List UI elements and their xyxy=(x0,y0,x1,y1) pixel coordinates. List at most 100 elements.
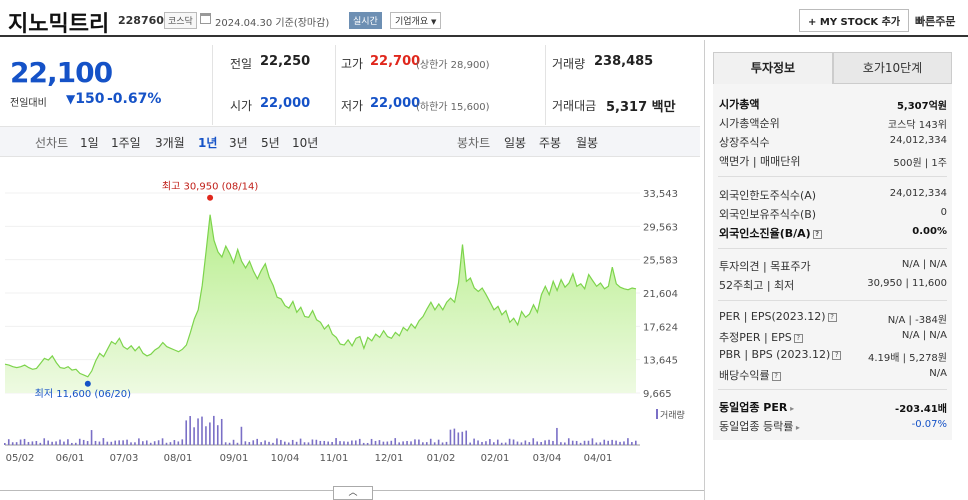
volume-bar xyxy=(78,438,81,445)
y-tick-label: 21,604 xyxy=(643,289,678,300)
volume-bar xyxy=(11,442,14,445)
volume-value: 238,485 xyxy=(594,54,654,69)
info-section-divider xyxy=(718,248,947,249)
candle-monthly[interactable]: 월봉 xyxy=(576,136,599,150)
help-icon[interactable]: ? xyxy=(812,229,822,239)
low-label: 저가 xyxy=(341,99,364,113)
info-row-label: 투자의견 | 목표주가 xyxy=(719,258,811,274)
volume-bar xyxy=(575,440,578,445)
candle-daily[interactable]: 일봉 xyxy=(504,136,527,150)
tab-invest-info[interactable]: 투자정보 xyxy=(713,52,833,84)
volume-bar xyxy=(23,438,26,445)
info-row-label-text: 52주최고 | 최저 xyxy=(719,279,795,292)
x-tick-label: 11/01 xyxy=(320,453,349,464)
volume-bar xyxy=(27,441,30,445)
tab-hoga-10[interactable]: 호가10단계 xyxy=(833,52,952,84)
volume-bar xyxy=(493,442,495,445)
volume-bar xyxy=(193,427,195,445)
volume-bar xyxy=(114,440,117,445)
volume-bar xyxy=(390,440,393,445)
period-3y[interactable]: 3년 xyxy=(229,136,248,150)
volume-bar xyxy=(55,441,57,445)
volume-bar xyxy=(358,438,361,445)
volume-bar xyxy=(441,442,444,445)
volume-bar xyxy=(232,439,235,445)
arrow-right-icon[interactable]: ▸ xyxy=(793,423,800,432)
volume-bar xyxy=(354,440,357,445)
help-icon[interactable]: ? xyxy=(827,312,837,322)
volume-bar xyxy=(524,440,527,445)
help-icon[interactable]: ? xyxy=(793,333,803,343)
volume-bar xyxy=(516,441,519,445)
volume-bar xyxy=(323,440,326,445)
volume-bar xyxy=(315,439,318,445)
stock-name: 지노믹트리 xyxy=(8,12,110,37)
info-row-label-text: 액면가 | 매매단위 xyxy=(719,155,801,168)
volume-label: 거래량 xyxy=(552,57,586,71)
volume-bar xyxy=(481,441,483,445)
volume-bar xyxy=(477,440,479,445)
volume-bar xyxy=(130,442,132,445)
info-row-label: 동일업종 등락률 ▸ xyxy=(719,418,800,434)
price-chart[interactable]: 33,543 29,563 25,583 21,604 17,624 13,645 9,66… xyxy=(0,160,704,485)
volume-bar xyxy=(560,442,562,445)
volume-bar xyxy=(35,441,38,445)
volume-bar xyxy=(343,441,345,445)
period-1y[interactable]: 1년 xyxy=(198,136,218,150)
info-row-label: 시가총액순위 xyxy=(719,115,780,131)
volume-bar xyxy=(138,438,140,445)
info-row-value: 코스닥 143위 xyxy=(887,120,947,131)
x-tick-label: 12/01 xyxy=(375,453,404,464)
volume-bar xyxy=(177,441,180,445)
mystock-add-button[interactable]: + MY STOCK 추가 xyxy=(799,9,910,32)
volume-bar xyxy=(571,440,574,445)
period-3m[interactable]: 3개월 xyxy=(155,136,185,150)
volume-bar xyxy=(134,442,136,445)
volume-bar xyxy=(429,438,432,445)
change-amount: 150 xyxy=(75,91,105,107)
volume-bar xyxy=(224,442,227,445)
volume-bar xyxy=(201,416,203,445)
volume-bar xyxy=(118,440,120,445)
volume-bar xyxy=(418,439,420,445)
volume-bar xyxy=(82,439,85,445)
period-10y[interactable]: 10년 xyxy=(292,136,319,150)
volume-bar xyxy=(90,430,93,445)
info-row-label-text: 배당수익률 xyxy=(719,369,770,382)
candle-weekly[interactable]: 주봉 xyxy=(539,136,562,150)
line-chart-label: 선차트 xyxy=(35,136,69,150)
volume-bar xyxy=(284,441,286,445)
help-icon[interactable]: ? xyxy=(771,371,781,381)
volume-bar xyxy=(94,440,97,445)
volume-bar xyxy=(382,441,385,445)
volume-bar xyxy=(169,442,172,445)
period-1w[interactable]: 1주일 xyxy=(111,136,141,150)
period-1d[interactable]: 1일 xyxy=(80,136,99,150)
company-info-dropdown[interactable]: 기업개요 ▼ xyxy=(390,12,442,29)
min-marker xyxy=(84,380,91,387)
x-tick-label: 06/01 xyxy=(56,453,85,464)
volume-bar xyxy=(307,442,310,445)
info-row-value: N/A | N/A xyxy=(901,259,947,270)
help-icon[interactable]: ? xyxy=(832,350,842,360)
period-5y[interactable]: 5년 xyxy=(261,136,280,150)
realtime-button[interactable]: 실시간 xyxy=(349,12,382,29)
volume-bar xyxy=(469,442,471,445)
info-row-label: 외국인한도주식수(A) xyxy=(719,187,816,203)
amount-value: 5,317 백만 xyxy=(606,100,676,115)
volume-bar xyxy=(299,438,302,445)
volume-bar xyxy=(181,439,184,445)
volume-bar xyxy=(607,440,609,445)
volume-bar xyxy=(556,427,558,445)
y-tick-label: 9,665 xyxy=(643,389,672,400)
collapse-toggle-button[interactable]: ︿ xyxy=(333,486,373,500)
y-tick-label: 13,645 xyxy=(643,356,678,367)
arrow-right-icon[interactable]: ▸ xyxy=(787,404,795,413)
volume-bar xyxy=(532,438,535,445)
volume-bar xyxy=(449,429,452,445)
volume-bar xyxy=(374,440,377,445)
panel-divider xyxy=(704,40,705,500)
volume-bar xyxy=(319,440,322,445)
volume-bar xyxy=(106,441,109,445)
quick-order-link[interactable]: 빠른주문 xyxy=(915,15,956,28)
